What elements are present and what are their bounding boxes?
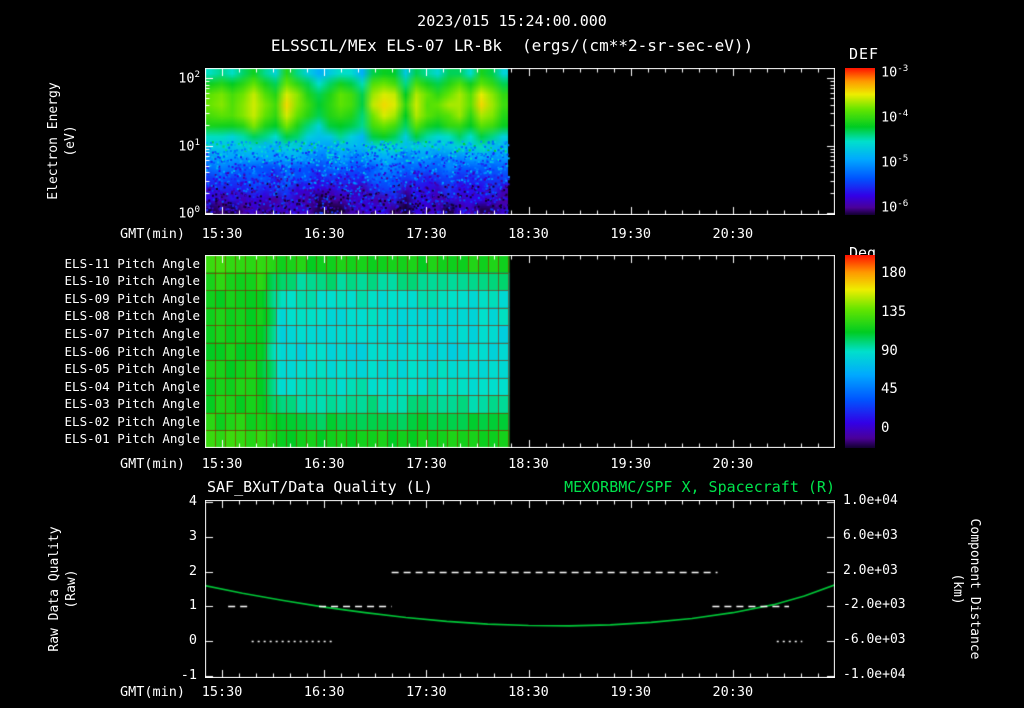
distance-y-tick-label: 6.0e+03	[843, 527, 898, 543]
x-tick-label: 20:30	[712, 456, 754, 472]
pitch-row-label: ELS-07 Pitch Angle	[64, 325, 200, 341]
pitch-row-label: ELS-06 Pitch Angle	[64, 343, 200, 359]
instrument-title: ELSSCIL/MEx ELS-07 LR-Bk	[270, 36, 502, 55]
quality-y-tick-label: -1	[180, 667, 197, 683]
quality-y-tick-label: 2	[188, 562, 197, 579]
quality-y-tick-label: 1	[188, 597, 197, 614]
pitch-row-label: ELS-08 Pitch Angle	[64, 308, 200, 324]
timestamp-title: 2023/015 15:24:00.000	[417, 12, 607, 30]
units-label: (ergs/(cm**2-sr-sec-eV))	[522, 36, 754, 55]
def-colorbar-tick-label: 10-5	[881, 153, 909, 171]
x-tick-label: 17:30	[406, 226, 447, 242]
spectrogram-y-tick-label: 101	[178, 136, 200, 155]
deg-colorbar	[845, 255, 875, 448]
spectrogram-y-title-line2: (eV)	[63, 125, 78, 157]
distance-y-tick-label: -1.0e+04	[843, 667, 906, 682]
x-tick-label: 18:30	[508, 684, 549, 700]
pitch-row-label: ELS-11 Pitch Angle	[64, 255, 200, 271]
pitch-row-label: ELS-01 Pitch Angle	[64, 431, 200, 447]
quality-y-axis-title: Raw Data Quality (Raw)	[46, 479, 80, 699]
x-tick-label: 18:30	[508, 456, 549, 472]
electron-energy-spectrogram	[205, 68, 835, 215]
spectrogram-y-axis-title: Electron Energy (eV)	[45, 31, 79, 251]
x-tick-label: 16:30	[303, 456, 345, 472]
x-tick-label: 15:30	[201, 226, 243, 242]
plot-title: ELSSCIL/MEx ELS-07 LR-Bk (ergs/(cm**2-sr-…	[0, 36, 1024, 55]
distance-y-tick-label: -2.0e+03	[843, 597, 906, 613]
pitch-angle-heatmap	[205, 255, 835, 448]
x-tick-label: 20:30	[712, 684, 754, 700]
quality-y-tick-label: 0	[188, 632, 197, 649]
deg-colorbar-tick-label: 180	[881, 265, 907, 282]
distance-y-axis-title: Component Distance (km)	[949, 479, 983, 699]
distance-y-tick-label: 2.0e+03	[843, 562, 898, 578]
x-tick-label: 15:30	[201, 456, 243, 472]
def-colorbar-tick-label: 10-6	[881, 197, 909, 216]
pitch-row-label: ELS-10 Pitch Angle	[64, 273, 200, 289]
x-tick-label: 16:30	[303, 226, 345, 242]
x-tick-label: 20:30	[712, 226, 754, 242]
x-tick-label: 19:30	[610, 684, 651, 700]
deg-colorbar-tick-label: 135	[881, 303, 907, 320]
x-tick-label: 17:30	[406, 684, 447, 700]
x-axis-title-middle: GMT(min)	[119, 456, 185, 472]
pitch-row-label: ELS-09 Pitch Angle	[64, 290, 200, 306]
def-colorbar	[845, 68, 875, 215]
quality-orbit-plot	[205, 500, 835, 678]
x-tick-label: 16:30	[303, 684, 345, 700]
x-axis-title-top: GMT(min)	[119, 226, 185, 242]
x-tick-label: 17:30	[406, 456, 447, 472]
spectrogram-y-tick-label: 100	[178, 204, 200, 222]
distance-y-tick-label: 1.0e+04	[843, 493, 898, 508]
def-colorbar-title: DEF	[849, 45, 880, 63]
quality-y-title-line2: (Raw)	[64, 569, 79, 609]
deg-colorbar-tick-label: 90	[881, 342, 898, 359]
def-colorbar-tick-label: 10-4	[881, 108, 909, 126]
deg-colorbar-tick-label: 45	[881, 381, 898, 398]
x-tick-label: 15:30	[201, 684, 243, 700]
spectrogram-y-title-line1: Electron Energy	[46, 82, 61, 200]
distance-y-title-line1: Component Distance	[967, 518, 982, 660]
quality-y-tick-label: 4	[188, 493, 197, 509]
pitch-row-label: ELS-05 Pitch Angle	[64, 361, 200, 377]
orbit-panel-title: MEXORBMC/SPF X, Spacecraft (R)	[564, 478, 835, 496]
quality-y-tick-label: 3	[188, 527, 197, 544]
x-axis-title-bottom: GMT(min)	[119, 684, 185, 700]
x-tick-label: 18:30	[508, 226, 549, 242]
pitch-row-label: ELS-04 Pitch Angle	[64, 378, 200, 394]
distance-y-tick-label: -6.0e+03	[843, 632, 906, 648]
spectrogram-y-tick-label: 102	[178, 69, 200, 87]
quality-y-title-line1: Raw Data Quality	[47, 526, 62, 652]
def-colorbar-tick-label: 10-3	[881, 63, 909, 81]
pitch-row-label: ELS-02 Pitch Angle	[64, 413, 200, 429]
distance-y-title-line2: (km)	[950, 573, 965, 605]
deg-colorbar-tick-label: 0	[881, 419, 890, 436]
pitch-row-label: ELS-03 Pitch Angle	[64, 396, 200, 412]
x-tick-label: 19:30	[610, 456, 651, 472]
x-tick-label: 19:30	[610, 226, 651, 242]
quality-panel-title: SAF_BXuT/Data Quality (L)	[207, 478, 433, 496]
